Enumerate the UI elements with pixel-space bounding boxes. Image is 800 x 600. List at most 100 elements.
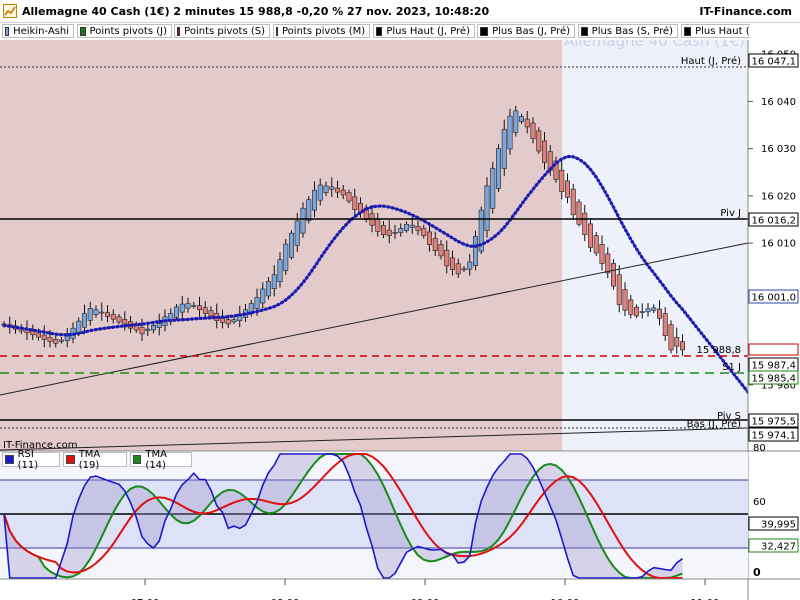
legend-item-plus-bas-j[interactable]: Plus Bas (J, Pré): [477, 24, 575, 38]
candle-body: [306, 199, 312, 221]
candle-body: [593, 235, 599, 254]
candle-body: [300, 207, 306, 234]
indicator-legend-tma-19[interactable]: TMA (19): [63, 449, 127, 471]
candle-body: [35, 332, 41, 338]
legend-label: Plus Haut (S: [695, 25, 750, 37]
candle-body: [478, 209, 484, 252]
candle-body: [467, 261, 473, 270]
candle-body: [639, 311, 645, 313]
candle-body: [622, 289, 628, 311]
candle-body: [58, 339, 64, 342]
axis-box-piv-s: 15 975,5: [748, 413, 799, 428]
candle-body: [438, 244, 444, 257]
indicator-legend-rsi[interactable]: RSI (11): [2, 449, 60, 471]
candle-body: [277, 259, 283, 283]
candle-body: [628, 299, 634, 315]
ma-line: [2, 154, 777, 428]
candle-body: [294, 220, 300, 246]
time-tick-label: 10:00: [551, 598, 580, 600]
legend-item-pivots-m[interactable]: Points pivots (M): [273, 24, 370, 38]
candle-body: [524, 118, 530, 128]
legend-label: TMA (14): [145, 448, 167, 471]
axis-box-piv-j-text: 16 016,2: [751, 216, 796, 227]
candle-body: [392, 231, 398, 234]
candle-body: [334, 187, 340, 193]
candle-body: [179, 303, 185, 313]
candle-body: [87, 308, 93, 321]
candle-body: [547, 151, 553, 171]
candle-body: [174, 306, 180, 318]
candle-body: [541, 140, 547, 163]
price-chart[interactable]: Allemagne 40 Cash (1€) Haut (J, Pré) Piv…: [0, 40, 800, 600]
candle-body: [553, 160, 559, 180]
legend-item-plus-bas-s[interactable]: Plus Bas (S, Pré): [578, 24, 678, 38]
candle-body: [599, 244, 605, 264]
axis-box-price: 15 987,4: [748, 357, 799, 372]
tma-value-box: 32,427: [748, 538, 799, 553]
candle-body: [116, 316, 122, 323]
candle-body: [82, 313, 88, 328]
candle-body: [426, 231, 432, 245]
candle-body: [444, 249, 450, 267]
rsi-line: [3, 453, 683, 579]
axis-box-haut: 16 047,1: [748, 53, 799, 68]
candle-body: [610, 263, 616, 287]
legend-swatch: [581, 26, 588, 36]
chart-title: Allemagne 40 Cash (1€) 2 minutes 15 988,…: [22, 5, 490, 18]
candle-body: [323, 185, 329, 193]
legend-item-pivots-s[interactable]: Points pivots (S): [174, 24, 270, 38]
legend-item-pivots-j[interactable]: Points pivots (J): [77, 24, 172, 38]
axis-box-price-text: 15 987,4: [751, 361, 796, 372]
candle-body: [122, 319, 128, 325]
tma-14-line: [3, 453, 683, 579]
candle-body: [93, 309, 99, 315]
candle-body: [254, 297, 260, 309]
candle-body: [398, 228, 404, 233]
legend-item-heikin-ashi[interactable]: Heikin-Ashi: [2, 24, 74, 38]
candle-body: [576, 201, 582, 225]
brand-link[interactable]: IT-Finance.com: [699, 5, 792, 18]
rsi-ytick-80: 80: [753, 443, 766, 454]
legend-item-plus-haut-j[interactable]: Plus Haut (J, Pré): [373, 24, 475, 38]
candle-body: [668, 324, 674, 351]
trendline-lower[interactable]: [0, 427, 749, 451]
candle-body: [76, 320, 82, 334]
piv-s-label: Piv S: [717, 411, 741, 422]
legend-item-plus-haut-s[interactable]: Plus Haut (S: [681, 24, 750, 38]
legend-label: Points pivots (S): [184, 25, 265, 37]
candle-body: [518, 116, 524, 122]
candle-body: [472, 236, 478, 266]
trendline-support[interactable]: [0, 242, 749, 396]
candle-body: [415, 225, 421, 231]
price-tick-label: 16 010: [761, 239, 796, 250]
legend-label: Points pivots (M): [282, 25, 366, 37]
candle-body: [633, 306, 639, 317]
candle-body: [317, 184, 323, 201]
legend-label: Points pivots (J): [89, 25, 167, 37]
candle-body: [145, 328, 151, 331]
rsi-ytick-0: 0: [753, 566, 761, 579]
axis-box-s1-j-text: 15 985,4: [751, 374, 796, 385]
candle-body: [490, 168, 496, 209]
candle-body: [582, 212, 588, 235]
axis-box-last-close: 16 001,0: [748, 289, 799, 304]
axis-box-s1-j: 15 985,4: [748, 370, 799, 385]
rsi-value-box: 39,995: [748, 516, 799, 531]
title-bar: Allemagne 40 Cash (1€) 2 minutes 15 988,…: [0, 0, 800, 23]
rsi-indicator-lines: [3, 453, 683, 579]
candle-body: [564, 180, 570, 198]
legend-swatch: [80, 26, 86, 36]
candle-body: [380, 225, 386, 235]
legend-swatch: [480, 26, 489, 36]
indicator-legend-tma-14[interactable]: TMA (14): [130, 449, 192, 471]
candle-body: [421, 228, 427, 236]
candle-body: [605, 253, 611, 274]
axis-box-bas: 15 974,1: [748, 427, 799, 442]
legend-bar: Heikin-Ashi Points pivots (J) Points piv…: [0, 22, 750, 40]
legend-label: RSI (11): [17, 448, 39, 471]
candle-body: [110, 314, 116, 320]
candle-body: [64, 335, 70, 341]
candle-body: [271, 274, 277, 289]
candle-body: [185, 303, 191, 309]
candle-body: [484, 185, 490, 231]
